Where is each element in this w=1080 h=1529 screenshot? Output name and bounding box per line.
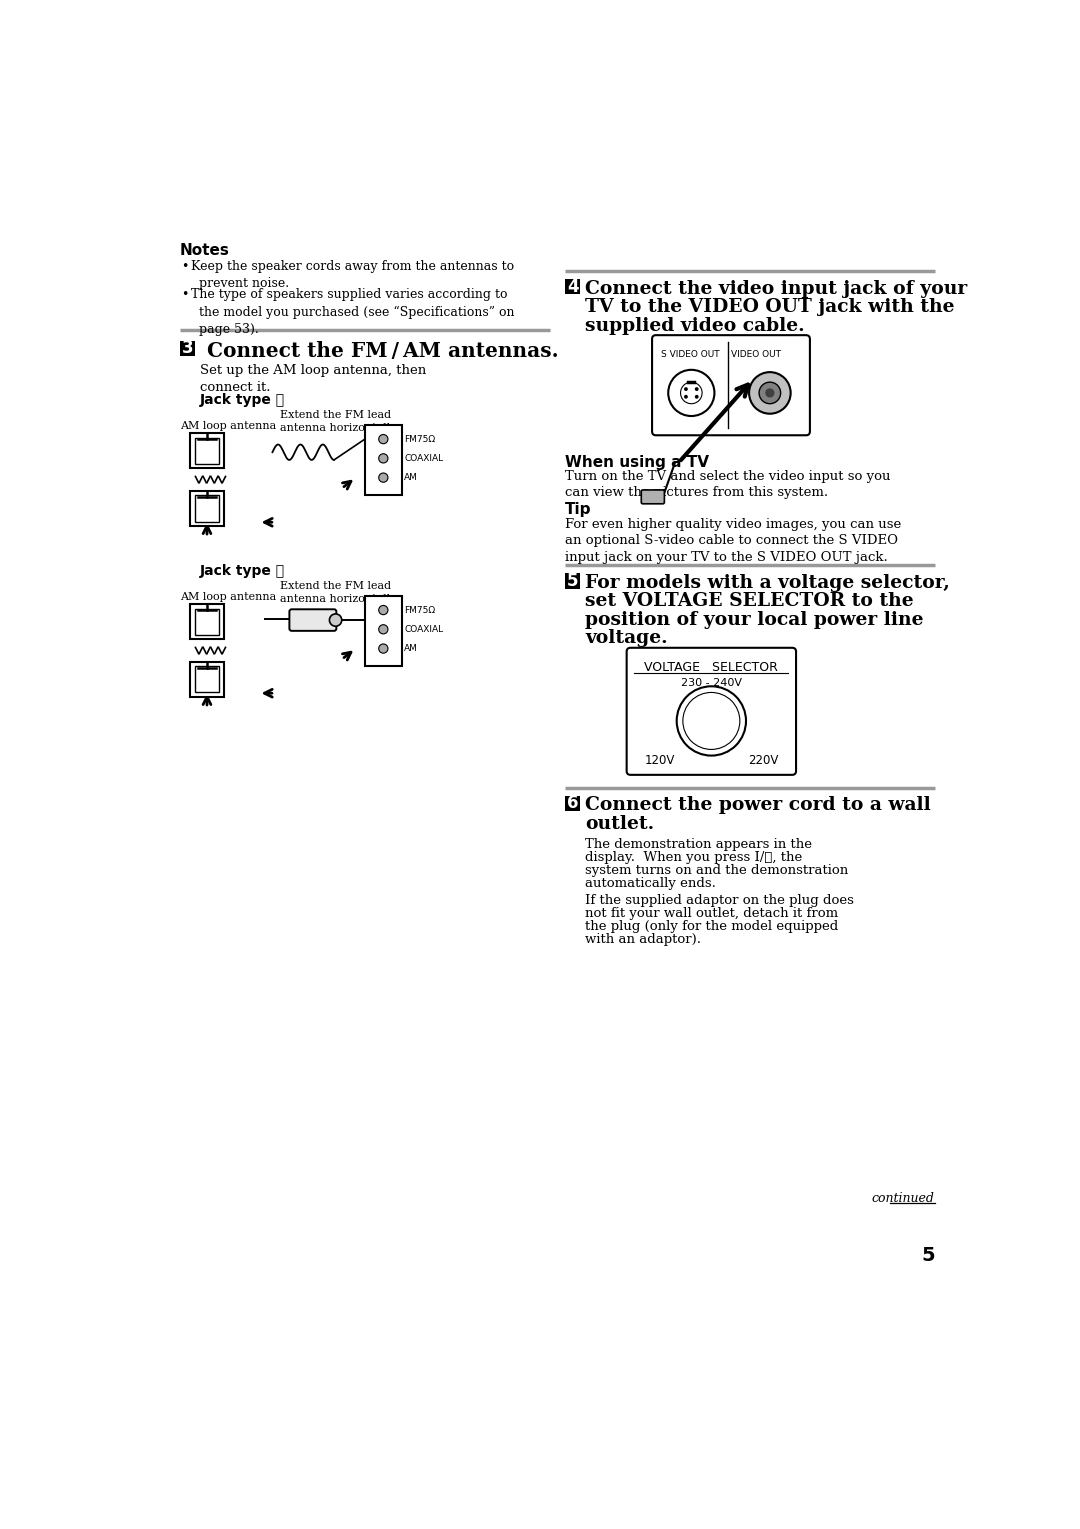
Text: Notes: Notes — [180, 243, 230, 258]
Text: 3: 3 — [181, 339, 193, 358]
Text: The demonstration appears in the: The demonstration appears in the — [585, 838, 812, 852]
Circle shape — [669, 370, 715, 416]
Text: If the supplied adaptor on the plug does: If the supplied adaptor on the plug does — [585, 894, 854, 907]
Text: display.  When you press I/⏻, the: display. When you press I/⏻, the — [585, 852, 802, 864]
FancyBboxPatch shape — [626, 648, 796, 775]
Text: Connect the video input jack of your: Connect the video input jack of your — [585, 280, 968, 298]
Text: set VOLTAGE SELECTOR to the: set VOLTAGE SELECTOR to the — [585, 592, 914, 610]
Text: COAXIAL: COAXIAL — [404, 454, 443, 463]
Bar — [194, 437, 219, 463]
Bar — [565, 573, 580, 589]
Circle shape — [694, 387, 699, 391]
Text: FM75Ω: FM75Ω — [404, 434, 435, 443]
Text: 5: 5 — [567, 572, 579, 590]
Bar — [190, 662, 224, 697]
Text: AM loop antenna: AM loop antenna — [180, 422, 276, 431]
Text: Extend the FM lead
antenna horizontally.: Extend the FM lead antenna horizontally. — [280, 410, 399, 433]
FancyBboxPatch shape — [289, 609, 336, 631]
FancyBboxPatch shape — [652, 335, 810, 436]
Text: •: • — [181, 287, 189, 301]
Text: automatically ends.: automatically ends. — [585, 878, 716, 890]
Bar — [194, 495, 219, 521]
Circle shape — [379, 472, 388, 482]
Text: 220V: 220V — [748, 754, 779, 768]
Text: VOLTAGE   SELECTOR: VOLTAGE SELECTOR — [645, 661, 779, 674]
Bar — [194, 609, 219, 635]
Text: 4: 4 — [567, 278, 579, 295]
Circle shape — [379, 605, 388, 615]
Bar — [190, 604, 224, 639]
Circle shape — [379, 454, 388, 463]
Bar — [565, 278, 580, 295]
Bar — [190, 433, 224, 468]
Circle shape — [329, 615, 341, 627]
Text: AM: AM — [404, 644, 418, 653]
Text: 5: 5 — [921, 1246, 934, 1264]
Bar — [194, 667, 219, 693]
Text: Tip: Tip — [565, 502, 592, 517]
Circle shape — [677, 687, 746, 755]
Circle shape — [766, 388, 774, 398]
Text: S VIDEO OUT: S VIDEO OUT — [661, 350, 719, 359]
Circle shape — [684, 394, 688, 399]
Circle shape — [684, 387, 688, 391]
Circle shape — [759, 382, 781, 404]
Circle shape — [379, 625, 388, 635]
Text: When using a TV: When using a TV — [565, 454, 710, 469]
Text: Connect the FM / AM antennas.: Connect the FM / AM antennas. — [200, 341, 558, 361]
Circle shape — [694, 394, 699, 399]
Text: FM75Ω: FM75Ω — [404, 605, 435, 615]
Circle shape — [379, 644, 388, 653]
Text: Keep the speaker cords away from the antennas to
  prevent noise.: Keep the speaker cords away from the ant… — [191, 260, 514, 291]
Text: For models with a voltage selector,: For models with a voltage selector, — [585, 573, 950, 592]
Text: AM: AM — [404, 472, 418, 482]
Text: supplied video cable.: supplied video cable. — [585, 317, 805, 335]
Text: COAXIAL: COAXIAL — [404, 625, 443, 635]
Text: •: • — [181, 260, 189, 274]
Text: continued: continued — [872, 1193, 934, 1205]
Text: Jack type Ⓐ: Jack type Ⓐ — [200, 393, 285, 407]
Text: 230 - 240V: 230 - 240V — [680, 677, 742, 688]
Text: outlet.: outlet. — [585, 815, 654, 833]
Circle shape — [379, 434, 388, 443]
Text: Connect the power cord to a wall: Connect the power cord to a wall — [585, 797, 931, 815]
Bar — [565, 795, 580, 810]
Text: not fit your wall outlet, detach it from: not fit your wall outlet, detach it from — [585, 907, 838, 920]
Bar — [365, 425, 402, 494]
Text: TV to the VIDEO OUT jack with the: TV to the VIDEO OUT jack with the — [585, 298, 955, 317]
Text: Jack type Ⓑ: Jack type Ⓑ — [200, 564, 285, 578]
Text: The type of speakers supplied varies according to
  the model you purchased (see: The type of speakers supplied varies acc… — [191, 287, 514, 335]
Text: with an adaptor).: with an adaptor). — [585, 934, 701, 946]
Text: VIDEO OUT: VIDEO OUT — [730, 350, 781, 359]
FancyBboxPatch shape — [642, 489, 664, 503]
Text: voltage.: voltage. — [585, 630, 667, 647]
Text: For even higher quality video images, you can use
an optional S-video cable to c: For even higher quality video images, yo… — [565, 518, 902, 564]
Text: 120V: 120V — [645, 754, 675, 768]
Text: Extend the FM lead
antenna horizontally.: Extend the FM lead antenna horizontally. — [280, 581, 399, 604]
Bar — [190, 491, 224, 526]
Text: 6: 6 — [567, 795, 579, 812]
Bar — [180, 341, 195, 356]
Text: the plug (only for the model equipped: the plug (only for the model equipped — [585, 920, 838, 933]
Text: position of your local power line: position of your local power line — [585, 610, 923, 628]
Text: system turns on and the demonstration: system turns on and the demonstration — [585, 864, 848, 878]
Circle shape — [750, 372, 791, 414]
Bar — [365, 596, 402, 665]
Text: AM loop antenna: AM loop antenna — [180, 592, 276, 602]
Text: Turn on the TV and select the video input so you
can view the pictures from this: Turn on the TV and select the video inpu… — [565, 469, 891, 500]
Text: Set up the AM loop antenna, then
connect it.: Set up the AM loop antenna, then connect… — [200, 364, 427, 393]
